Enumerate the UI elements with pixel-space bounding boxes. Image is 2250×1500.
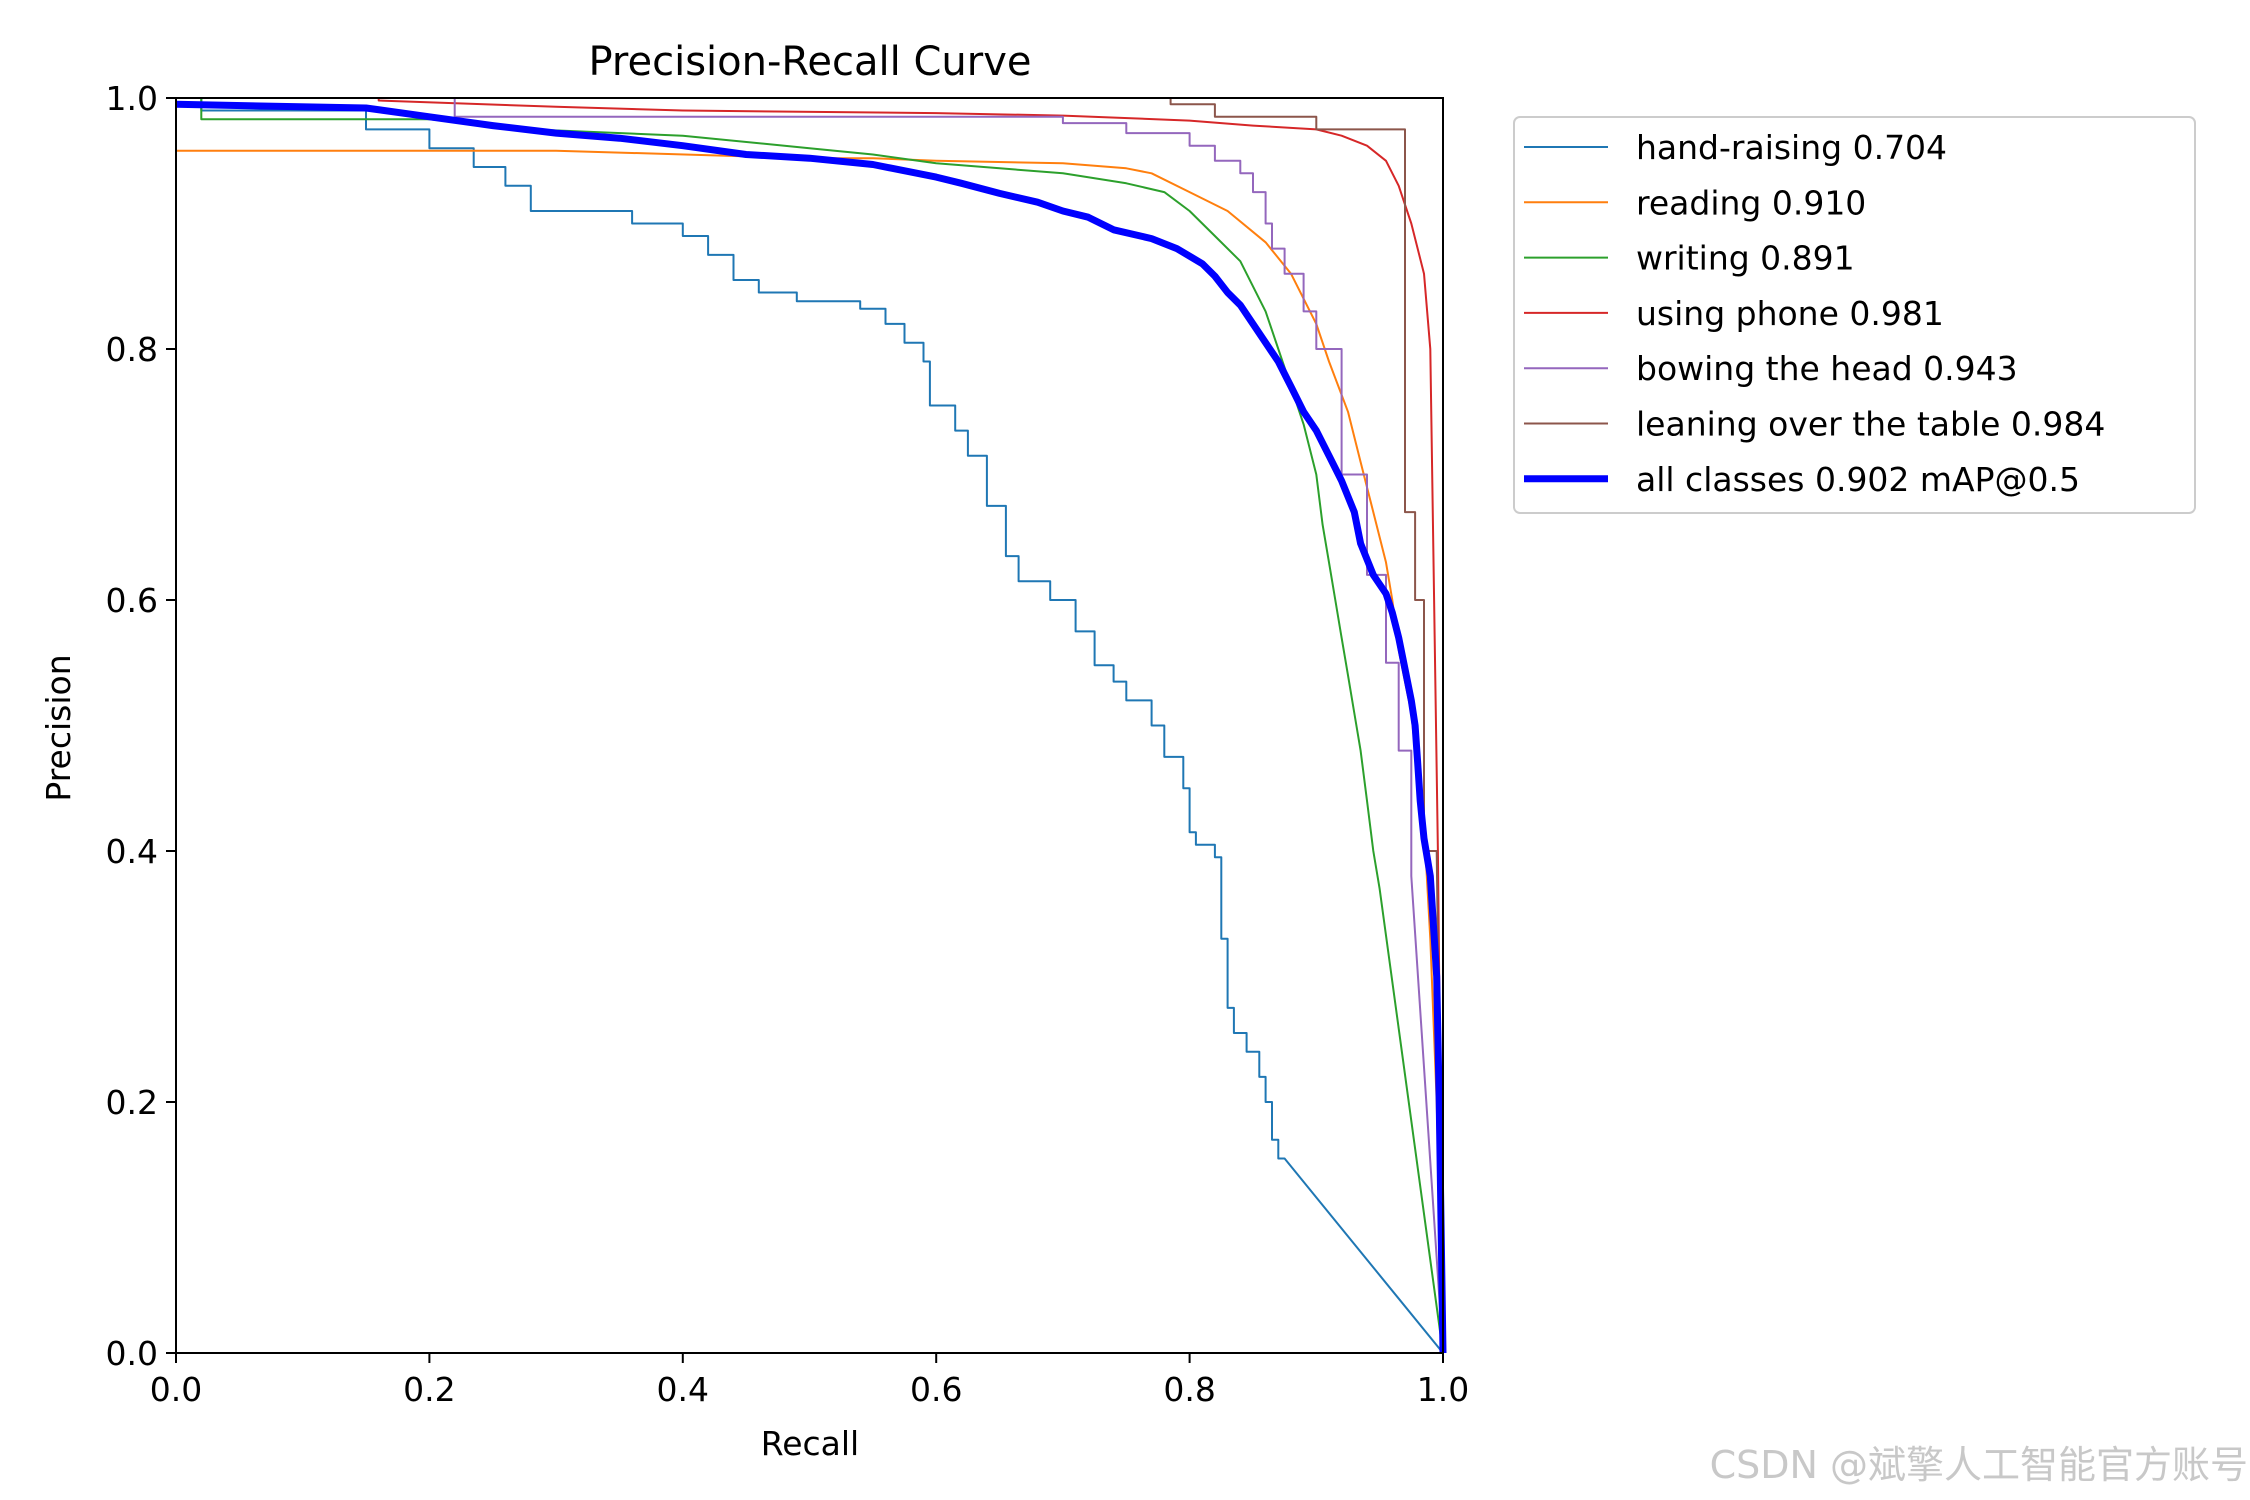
legend-label-0: hand-raising 0.704 [1636, 128, 1947, 167]
x-tick-label: 0.0 [150, 1370, 202, 1409]
chart-title: Precision-Recall Curve [589, 39, 1032, 85]
legend-label-3: using phone 0.981 [1636, 294, 1944, 333]
y-tick-label: 0.0 [106, 1334, 158, 1373]
axis-ticks: 0.0 0.2 0.4 0.6 0.8 1.0 0.0 0.2 0.4 0.6 0.8 1.0 [106, 79, 1470, 1409]
series-line-4 [176, 97, 1444, 1354]
series-line-2 [176, 97, 1444, 1354]
plot-frame [175, 97, 1444, 1354]
y-tick-label: 1.0 [106, 79, 158, 118]
series-line-5 [176, 97, 1444, 1354]
x-tick-label: 1.0 [1417, 1370, 1469, 1409]
x-tick-label: 0.2 [403, 1370, 455, 1409]
legend-label-4: bowing the head 0.943 [1636, 349, 2018, 388]
series-line-3 [176, 97, 1444, 1354]
legend: hand-raising 0.704 reading 0.910 writing 0… [1513, 116, 2196, 514]
y-axis-label: Precision [39, 654, 78, 801]
series-line-0 [176, 97, 1444, 1354]
legend-label-2: writing 0.891 [1636, 239, 1855, 278]
legend-label-6: all classes 0.902 mAP@0.5 [1636, 460, 2080, 499]
x-axis-label: Recall [761, 1424, 859, 1463]
y-tick-label: 0.8 [106, 330, 158, 369]
legend-label-1: reading 0.910 [1636, 183, 1866, 222]
legend-label-5: leaning over the table 0.984 [1636, 405, 2105, 444]
x-tick-label: 0.6 [910, 1370, 962, 1409]
y-tick-label: 0.2 [106, 1083, 158, 1122]
series-lines [175, 97, 1447, 1354]
x-tick-label: 0.4 [657, 1370, 709, 1409]
y-tick-label: 0.6 [106, 581, 158, 620]
x-tick-label: 0.8 [1163, 1370, 1215, 1409]
legend-box [1513, 116, 2196, 514]
y-tick-label: 0.4 [106, 832, 158, 871]
watermark: CSDN @斌擎人工智能官方账号 [1710, 1443, 2248, 1487]
series-line-6 [175, 100, 1447, 1354]
